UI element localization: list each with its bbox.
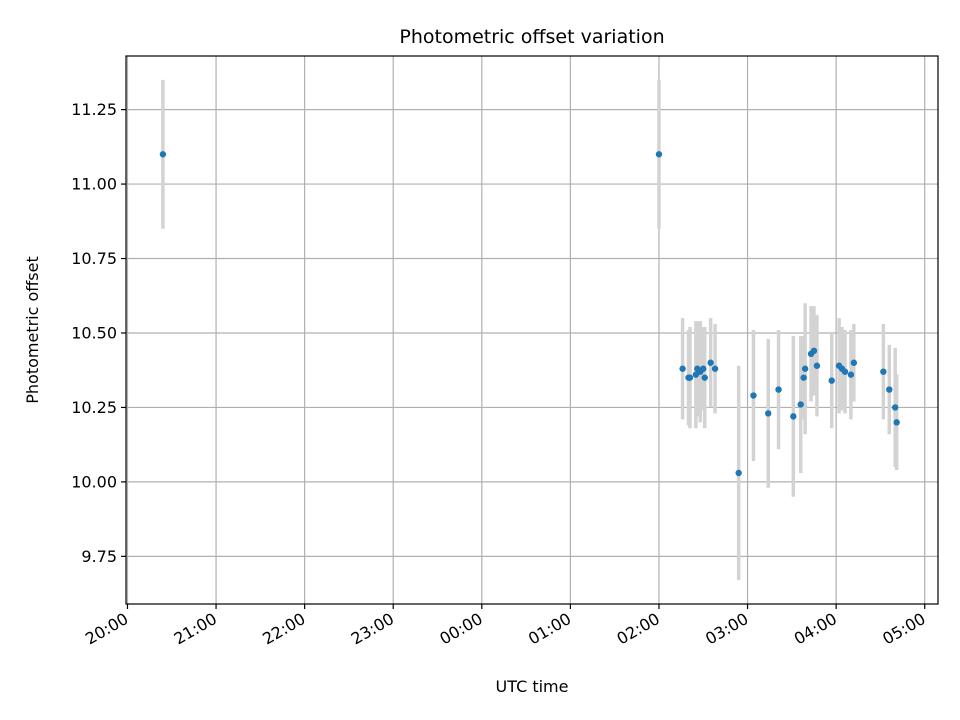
data-point <box>847 371 855 378</box>
data-point <box>800 374 807 381</box>
data-point <box>679 365 686 372</box>
data-point <box>801 365 809 372</box>
data-point <box>701 374 708 381</box>
data-point <box>700 365 707 372</box>
y-axis-ticks: 9.75 10.00 10.25 10.50 10.75 11.00 11.25 <box>71 100 126 566</box>
y-tick-label: 10.25 <box>71 398 117 417</box>
data-point <box>765 410 772 417</box>
chart-title: Photometric offset variation <box>399 26 664 48</box>
y-tick-label: 10.75 <box>71 249 117 268</box>
data-point <box>893 419 900 426</box>
y-tick-label: 11.00 <box>71 175 117 194</box>
y-tick-label: 11.25 <box>71 100 117 119</box>
data-point <box>797 401 804 408</box>
data-points <box>159 151 900 477</box>
y-axis-title: Photometric offset <box>23 256 42 404</box>
data-point <box>841 368 849 375</box>
plot-area-frame <box>125 55 939 605</box>
data-point <box>880 368 887 375</box>
data-point <box>711 365 719 372</box>
data-point <box>750 392 757 399</box>
y-tick-label: 9.75 <box>81 547 117 566</box>
data-point <box>655 151 663 158</box>
x-axis-title: UTC time <box>496 677 569 696</box>
data-point <box>686 374 694 381</box>
data-point <box>891 404 899 411</box>
data-point <box>810 347 818 355</box>
y-tick-label: 10.00 <box>71 472 117 491</box>
grid <box>126 56 938 604</box>
data-point <box>850 359 858 366</box>
data-point <box>775 386 782 393</box>
data-point <box>790 413 797 420</box>
data-point <box>828 377 835 384</box>
y-tick-label: 10.50 <box>71 323 117 342</box>
data-point <box>813 362 821 369</box>
data-point <box>159 151 167 158</box>
data-point <box>735 469 742 477</box>
data-point <box>707 359 714 366</box>
data-point <box>886 386 893 393</box>
